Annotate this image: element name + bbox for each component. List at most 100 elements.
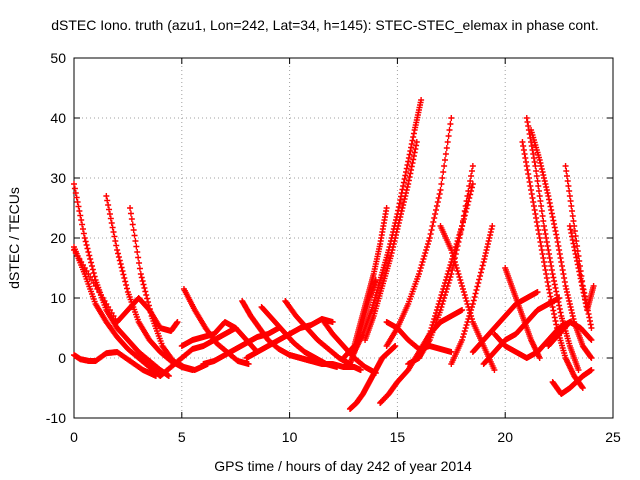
data-point (560, 271, 567, 277)
data-point (457, 277, 464, 283)
data-point (457, 229, 464, 235)
data-point (462, 325, 469, 331)
data-point (389, 247, 396, 253)
data-point (564, 178, 571, 184)
data-point (105, 202, 112, 208)
data-point (528, 143, 535, 149)
data-point (579, 286, 586, 292)
data-point (580, 289, 587, 296)
data-point (539, 251, 546, 257)
data-point (106, 211, 113, 217)
data-point (420, 256, 427, 262)
data-point (442, 277, 449, 283)
data-point (88, 259, 95, 266)
data-point (586, 314, 593, 321)
data-point (464, 202, 471, 208)
data-point (383, 205, 390, 211)
data-point (536, 193, 543, 199)
data-point (448, 247, 455, 253)
data-point (459, 307, 466, 313)
data-point (103, 193, 110, 199)
data-point (569, 313, 576, 319)
data-point (541, 175, 548, 181)
data-point (408, 141, 415, 147)
data-point (469, 301, 476, 307)
data-point (525, 175, 532, 181)
data-point (446, 265, 453, 271)
data-point (562, 163, 569, 169)
data-point (587, 318, 594, 324)
data-point (424, 241, 431, 247)
data-point (435, 195, 442, 201)
data-point (530, 155, 537, 161)
data-point (532, 211, 539, 217)
data-point (522, 155, 529, 161)
data-point (445, 268, 452, 274)
data-point (569, 208, 576, 214)
chart-title: dSTEC Iono. truth (azu1, Lon=242, Lat=34… (51, 17, 598, 33)
data-point (538, 247, 545, 253)
data-point (529, 195, 536, 201)
data-point (453, 241, 460, 247)
data-point (570, 218, 577, 224)
data-point (431, 215, 438, 221)
data-point (463, 205, 470, 212)
data-point (519, 139, 526, 145)
data-point (400, 179, 407, 186)
data-point (551, 221, 558, 227)
data-point (524, 119, 531, 125)
data-point (455, 271, 462, 277)
data-point (395, 220, 402, 226)
data-point (563, 286, 570, 292)
data-point (441, 163, 448, 169)
data-point (113, 242, 120, 249)
data-point (426, 235, 433, 241)
data-point (426, 331, 433, 337)
data-point (396, 200, 403, 207)
data-point (563, 168, 570, 174)
data-point (472, 290, 479, 297)
data-point (475, 280, 482, 286)
data-point (554, 239, 561, 245)
data-point (536, 355, 543, 361)
data-point (436, 298, 443, 304)
data-point (487, 232, 494, 238)
data-point (427, 328, 434, 334)
data-point (128, 216, 135, 222)
data-point (89, 266, 96, 273)
data-point (566, 188, 573, 194)
x-tick-label: 10 (282, 429, 298, 445)
data-point (461, 212, 468, 219)
data-point (459, 286, 466, 292)
data-point (568, 307, 575, 313)
data-point (442, 280, 449, 286)
data-point (329, 319, 336, 325)
data-point (399, 205, 406, 211)
data-point (564, 289, 571, 295)
data-point (124, 285, 131, 292)
data-point (535, 183, 542, 189)
data-point (440, 286, 447, 292)
data-point (577, 275, 584, 282)
data-point (461, 292, 468, 298)
data-point (480, 259, 487, 265)
data-point (573, 254, 580, 261)
data-point (467, 191, 474, 198)
data-point (533, 219, 540, 225)
data-point (541, 263, 548, 269)
data-point (409, 160, 416, 166)
data-point (397, 214, 404, 220)
data-point (556, 247, 563, 253)
data-point (468, 168, 475, 174)
data-point (464, 301, 471, 307)
data-point (550, 274, 557, 281)
data-point (245, 361, 252, 367)
data-point (566, 223, 573, 229)
data-point (445, 133, 452, 139)
series-15 (286, 352, 364, 373)
data-point (533, 215, 540, 221)
data-point (415, 271, 422, 277)
data-point (440, 169, 447, 175)
data-point (551, 311, 558, 317)
data-point (444, 271, 451, 277)
